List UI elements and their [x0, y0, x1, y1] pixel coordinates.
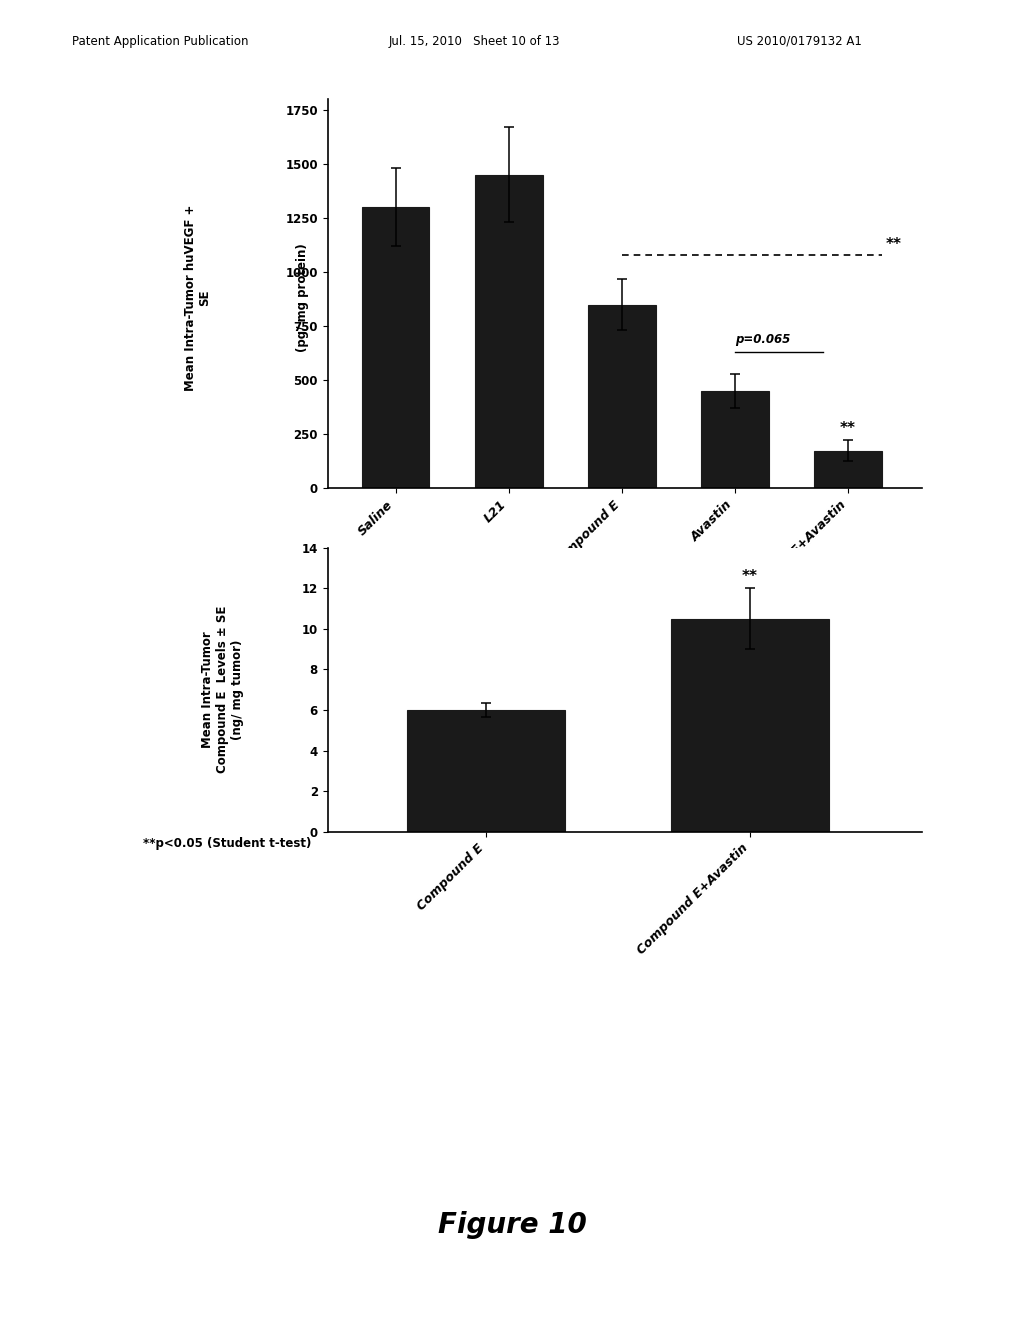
Bar [814, 450, 882, 488]
Text: Jul. 15, 2010   Sheet 10 of 13: Jul. 15, 2010 Sheet 10 of 13 [389, 34, 560, 48]
Bar [407, 710, 565, 832]
Text: Mean Intra-Tumor huVEGF +
SE: Mean Intra-Tumor huVEGF + SE [183, 205, 212, 391]
Text: **: ** [886, 236, 901, 252]
Bar [475, 174, 543, 488]
Text: Patent Application Publication: Patent Application Publication [72, 34, 248, 48]
Text: (pg/ mg protein): (pg/ mg protein) [296, 244, 309, 352]
Text: Mean Intra-Tumor
Compound E  Levels ± SE
(ng/ mg tumor): Mean Intra-Tumor Compound E Levels ± SE … [201, 606, 244, 774]
Bar [671, 619, 829, 832]
Text: **p<0.05 (Student t-test): **p<0.05 (Student t-test) [143, 837, 311, 850]
Bar [701, 391, 769, 488]
Text: Figure 10: Figure 10 [437, 1210, 587, 1239]
Bar [361, 207, 429, 488]
Text: p=0.065: p=0.065 [735, 333, 791, 346]
Bar [588, 305, 655, 488]
Text: **: ** [840, 421, 856, 437]
Text: US 2010/0179132 A1: US 2010/0179132 A1 [737, 34, 862, 48]
Text: **: ** [742, 569, 758, 585]
